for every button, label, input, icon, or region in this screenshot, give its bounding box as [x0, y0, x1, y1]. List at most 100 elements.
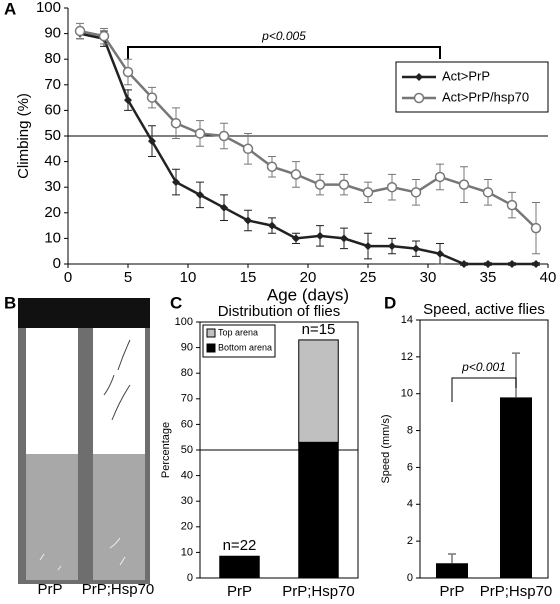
y-tick-label: 30 [181, 495, 193, 507]
y-tick-label: 40 [44, 153, 61, 170]
marker [412, 244, 420, 253]
y-tick-label: 20 [44, 204, 61, 221]
photo-label: PrP;Hsp70 [82, 581, 155, 598]
tube-bottom [26, 454, 78, 580]
y-tick-label: 0 [187, 572, 193, 584]
marker [434, 171, 446, 183]
legend-label: Act>PrP [442, 68, 490, 83]
marker [338, 179, 350, 190]
x-tick-label: 15 [240, 269, 257, 286]
x-tick-label: 0 [64, 269, 72, 286]
chart-title: Speed, active flies [423, 301, 545, 318]
legend-swatch [206, 343, 216, 353]
bar [436, 563, 468, 578]
legend: Act>PrP Act>PrP/hsp70 [395, 61, 549, 113]
y-tick-label: 50 [181, 444, 193, 456]
series-line [79, 32, 536, 266]
marker [314, 179, 326, 190]
marker [292, 234, 300, 243]
marker [340, 234, 348, 243]
x-tick-label: 25 [360, 269, 377, 286]
marker [386, 181, 398, 193]
y-tick-label: 30 [44, 178, 61, 195]
legend-swatch [206, 328, 216, 338]
marker [196, 190, 204, 199]
marker [458, 179, 470, 190]
marker [244, 216, 252, 225]
x-tick-label: 10 [180, 269, 197, 286]
y-tick-label: 4 [407, 498, 413, 510]
x-tick-label: 5 [124, 269, 132, 286]
error-bar [448, 553, 456, 564]
x-axis-label: Age (days) [267, 285, 349, 304]
error-bar [512, 352, 520, 398]
legend-label: Top arena [218, 327, 258, 337]
bar-segment [298, 339, 339, 443]
x-tick-label: PrP [227, 583, 252, 599]
y-tick-label: 10 [181, 546, 193, 558]
marker [316, 231, 324, 240]
y-tick-label: 40 [181, 470, 193, 482]
y-tick-label: 0 [407, 572, 413, 584]
annotation: p<0.005 [261, 29, 306, 43]
panel-letter: B [4, 293, 16, 312]
bar-segment [219, 555, 260, 579]
y-tick-label: 60 [181, 418, 193, 430]
legend-label: Act>PrP/hsp70 [442, 89, 529, 104]
y-axis-label: Percentage [160, 422, 172, 478]
y-tick-label: 10 [401, 388, 413, 400]
y-tick-label: 90 [181, 342, 193, 354]
significance-bracket [451, 377, 517, 402]
marker [194, 128, 206, 139]
legend-box [395, 61, 549, 113]
panel-letter: A [4, 0, 16, 18]
photo-panel [18, 298, 150, 584]
series-line [79, 29, 537, 230]
panel-letter: D [384, 293, 396, 312]
bar-segment [298, 441, 339, 579]
y-tick-label: 70 [181, 393, 193, 405]
y-tick-label: 0 [53, 255, 61, 272]
marker [436, 249, 444, 258]
annotation: p<0.001 [461, 360, 506, 374]
marker [268, 221, 276, 230]
significance-bracket [127, 46, 441, 59]
marker [508, 260, 516, 268]
bar [500, 397, 532, 578]
plot-frame [419, 319, 549, 579]
y-tick-label: 6 [407, 461, 413, 473]
photo-top [18, 298, 150, 328]
y-tick-label: 50 [44, 127, 61, 144]
x-tick-label: 20 [300, 269, 317, 286]
marker [410, 187, 422, 198]
y-tick-label: 12 [401, 351, 413, 363]
marker [484, 260, 492, 268]
legend-marker [413, 92, 425, 104]
panel-letter: C [170, 293, 182, 312]
y-tick-label: 80 [44, 50, 61, 67]
legend-marker [415, 73, 423, 81]
x-tick-label: PrP;Hsp70 [480, 583, 553, 599]
y-tick-label: 70 [44, 76, 61, 93]
marker [218, 130, 230, 142]
tube-bottom [93, 454, 145, 580]
marker [460, 260, 468, 268]
y-tick-label: 80 [181, 367, 193, 379]
y-axis-label: Climbing (%) [15, 93, 32, 179]
marker [146, 92, 158, 103]
y-tick-label: 14 [401, 314, 413, 326]
marker [172, 178, 180, 187]
photo-label: PrP [37, 581, 62, 598]
marker [122, 66, 134, 78]
y-tick-label: 100 [36, 0, 61, 16]
marker [170, 117, 182, 129]
marker [362, 187, 374, 198]
marker [266, 161, 278, 172]
bar-label: n=22 [223, 537, 257, 554]
legend: Top arena Bottom arena [202, 324, 276, 358]
marker [506, 199, 518, 211]
marker [290, 169, 302, 180]
y-axis-label: Speed (mm/s) [380, 414, 392, 483]
x-tick-label: 30 [420, 269, 437, 286]
